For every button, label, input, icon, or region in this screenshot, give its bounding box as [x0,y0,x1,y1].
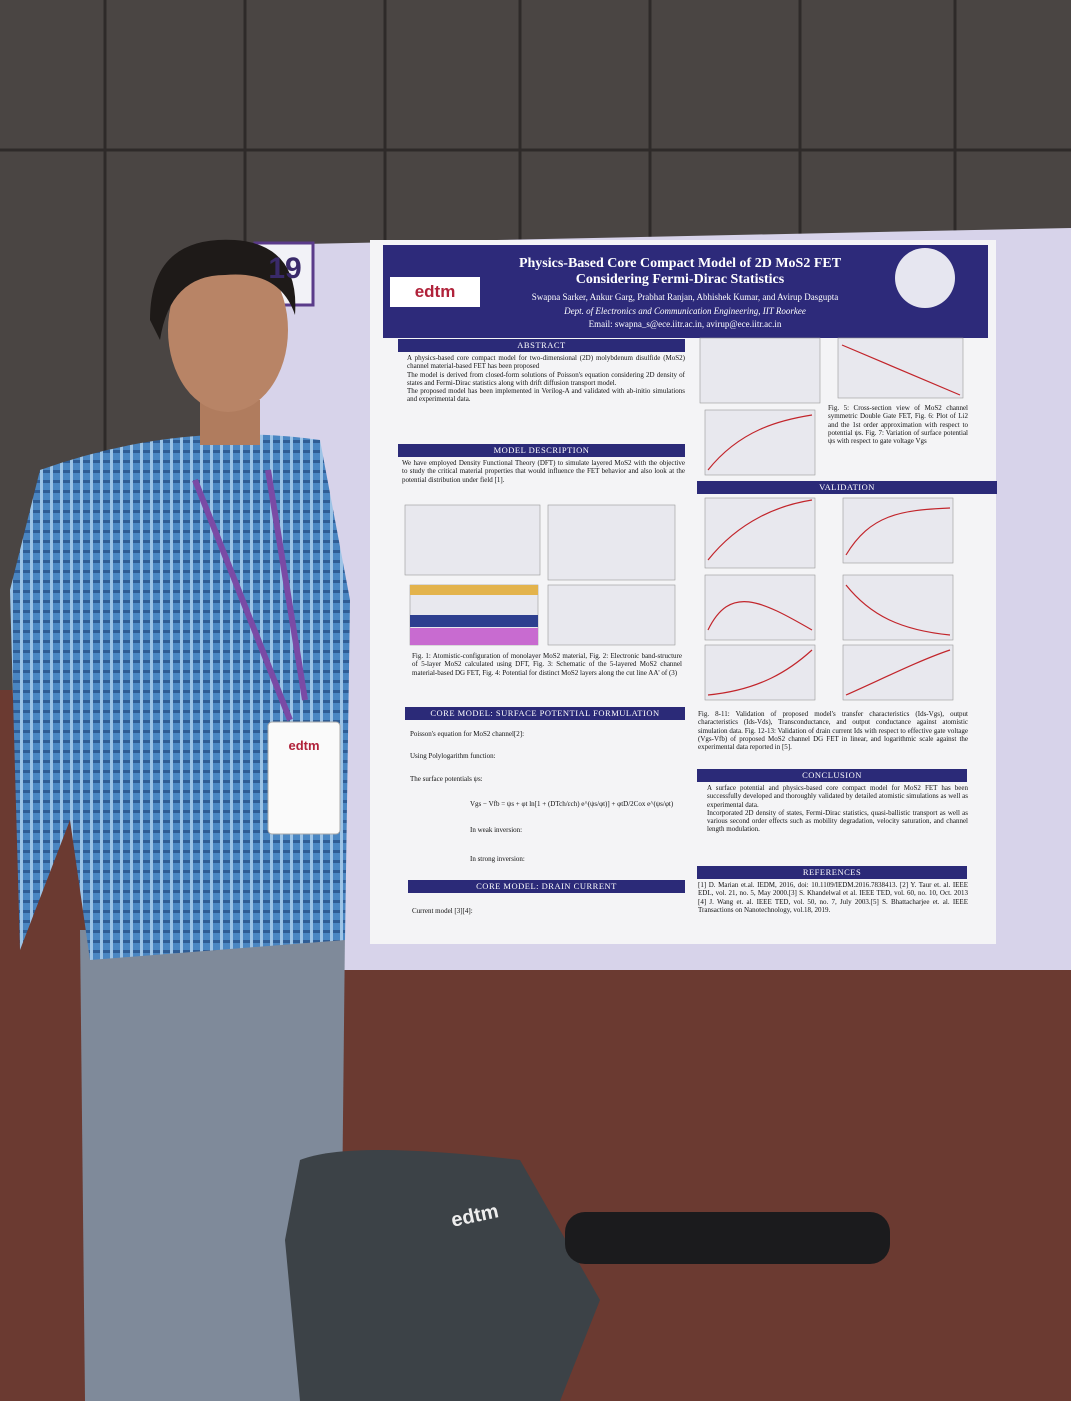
figure-caption: Fig. 5: Cross-section view of MoS2 chann… [828,404,968,446]
backpack [285,1150,600,1401]
poster-title: Physics-Based Core Compact Model of 2D M… [518,256,842,287]
paragraph: We have employed Density Functional Theo… [402,459,685,484]
section-heading: REFERENCES [697,866,967,879]
section-heading: CORE MODEL: SURFACE POTENTIAL FORMULATIO… [405,707,685,720]
equation-label: Poisson's equation for MoS2 channel[2]: [410,730,525,738]
poster-logo: edtm [414,282,456,301]
equation: Vgs − Vfb = ψs + φt ln[1 + (DTch/εch) e^… [470,800,674,808]
equation-label: Current model [3][4]: [412,907,473,915]
badge-card [267,721,341,835]
lanyard [192,469,308,722]
oxide-layer [410,615,538,627]
poster-affiliation: Dept. of Electronics and Communication E… [564,306,806,316]
equation-label: In strong inversion: [470,855,525,863]
references: [1] D. Marian et.al. IEDM, 2016, doi: 10… [698,881,968,914]
bullet: The model is derived from closed-form so… [407,371,685,388]
iitr-logo [895,248,955,308]
poster-curves [707,344,961,696]
equation-label: Using Polylogarithm function: [410,752,496,760]
gate-layer [410,585,538,595]
pants [80,930,345,1401]
section-heading: VALIDATION [697,481,997,494]
section-heading: MODEL DESCRIPTION [398,444,685,457]
bullet: A surface potential and physics-based co… [707,784,968,809]
poster-banner [383,245,988,338]
section-heading: CORE MODEL: DRAIN CURRENT [408,880,685,893]
figure-caption: Fig. 1: Atomistic-configuration of monol… [412,652,682,677]
bullet: Incorporated 2D density of states, Fermi… [707,809,968,834]
equation-label: The surface potentials ψs: [410,775,483,783]
shirt [10,434,350,960]
bullet: A physics-based core compact model for t… [407,354,685,371]
figure-caption: Fig. 8-11: Validation of proposed model'… [698,710,968,752]
board-number: 19 [268,252,302,285]
badge-logo: edtm [288,738,320,753]
section-heading: ABSTRACT [398,339,685,352]
hair [150,239,296,340]
poster-authors: Swapna Sarker, Ankur Garg, Prabhat Ranja… [531,292,839,302]
equation-label: In weak inversion: [470,826,523,834]
poster-tube [565,1212,890,1264]
abstract: A physics-based core compact model for t… [398,354,685,440]
face [168,248,288,412]
poster-logo-box [390,277,480,307]
section-heading: CONCLUSION [697,769,967,782]
conclusion: A surface potential and physics-based co… [698,784,968,864]
poster-email: Email: swapna_s@ece.iitr.ac.in, avirup@e… [588,319,782,329]
substrate-layer [410,628,538,645]
bullet: The proposed model has been implemented … [407,387,685,404]
